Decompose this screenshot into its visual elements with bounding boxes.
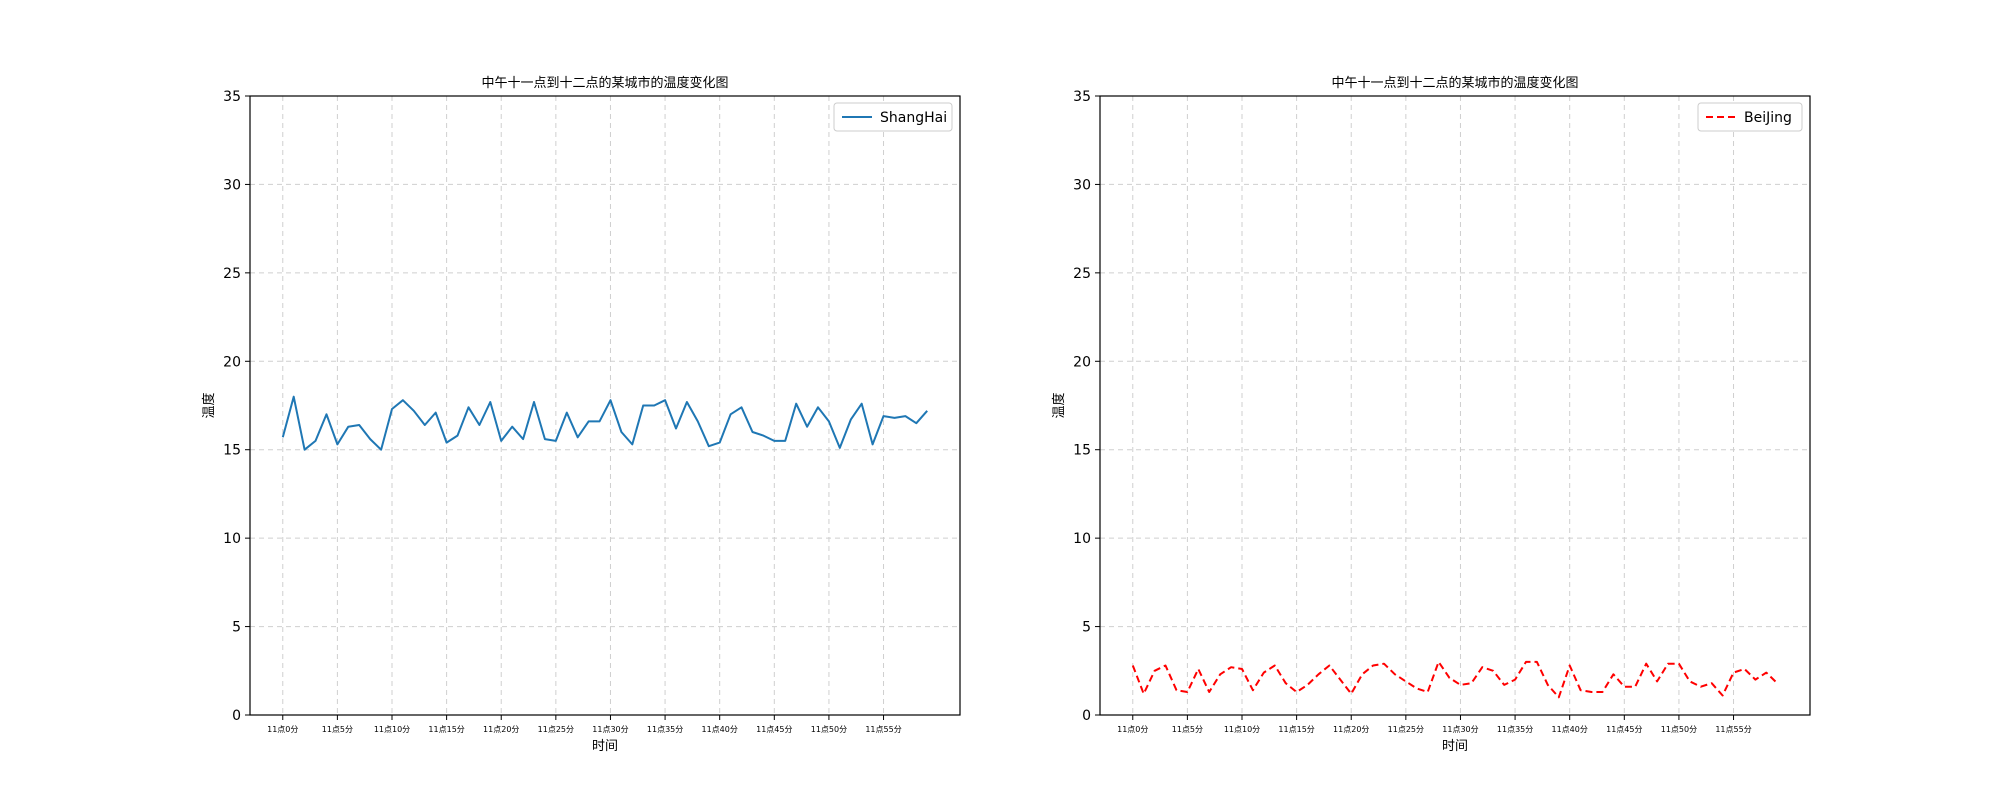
x-tick-label: 11点15分 bbox=[428, 725, 464, 734]
x-tick-label: 11点55分 bbox=[1715, 725, 1751, 734]
x-tick-label: 11点50分 bbox=[811, 725, 847, 734]
y-tick-label: 0 bbox=[232, 708, 241, 724]
x-tick-label: 11点40分 bbox=[1552, 725, 1588, 734]
x-tick-label: 11点35分 bbox=[1497, 725, 1533, 734]
legend: BeiJing bbox=[1697, 102, 1803, 132]
x-tick-label: 11点10分 bbox=[374, 725, 410, 734]
y-tick-label: 10 bbox=[223, 531, 241, 547]
x-tick-label: 11点50分 bbox=[1661, 725, 1697, 734]
x-tick-label: 11点20分 bbox=[483, 725, 519, 734]
y-tick-label: 5 bbox=[232, 620, 241, 636]
chart-panel-beijing: 中午十一点到十二点的某城市的温度变化图 时间 温度 BeiJing 11点0分 1… bbox=[1051, 75, 1811, 754]
legend-box bbox=[1697, 102, 1803, 132]
chart-title: 中午十一点到十二点的某城市的温度变化图 bbox=[481, 75, 728, 91]
y-tick-label: 30 bbox=[223, 177, 241, 193]
y-tick-label: 20 bbox=[223, 354, 241, 370]
y-tick-label: 20 bbox=[1073, 354, 1091, 370]
legend-box bbox=[833, 102, 953, 132]
x-tick-label: 11点40分 bbox=[702, 725, 738, 734]
y-tick-label: 35 bbox=[223, 89, 241, 105]
x-axis-label: 时间 bbox=[1442, 739, 1468, 754]
legend-label: BeiJing bbox=[1744, 110, 1792, 126]
y-axis-label: 温度 bbox=[201, 392, 217, 418]
x-tick-label: 11点0分 bbox=[267, 725, 298, 734]
gridlines bbox=[1100, 95, 1810, 716]
x-tick-label: 11点0分 bbox=[1117, 725, 1148, 734]
y-tick-label: 30 bbox=[1073, 177, 1091, 193]
series-line bbox=[281, 395, 928, 451]
x-tick-label: 11点45分 bbox=[1606, 725, 1642, 734]
x-tick-label: 11点35分 bbox=[647, 725, 683, 734]
axes-frame bbox=[1099, 95, 1811, 716]
series-line bbox=[1131, 660, 1778, 699]
gridlines bbox=[250, 95, 960, 716]
y-tick-label: 25 bbox=[1073, 266, 1091, 282]
y-tick-label: 0 bbox=[1082, 708, 1091, 724]
x-tick-label: 11点30分 bbox=[1442, 725, 1478, 734]
x-tick-label: 11点5分 bbox=[322, 725, 353, 734]
legend-label: ShangHai bbox=[880, 110, 947, 126]
y-tick-label: 15 bbox=[1073, 443, 1091, 459]
chart-title: 中午十一点到十二点的某城市的温度变化图 bbox=[1331, 75, 1578, 91]
chart-panel-shanghai: 中午十一点到十二点的某城市的温度变化图 时间 温度 ShangHai 11点0分… bbox=[201, 75, 961, 754]
axes-frame bbox=[249, 95, 961, 716]
y-tick-label: 5 bbox=[1082, 620, 1091, 636]
x-tick-label: 11点5分 bbox=[1172, 725, 1203, 734]
y-axis-label: 温度 bbox=[1051, 392, 1067, 418]
y-tick-label: 25 bbox=[223, 266, 241, 282]
x-tick-label: 11点55分 bbox=[865, 725, 901, 734]
x-axis-label: 时间 bbox=[592, 739, 618, 754]
legend: ShangHai bbox=[833, 102, 953, 132]
x-tick-label: 11点10分 bbox=[1224, 725, 1260, 734]
x-tick-label: 11点15分 bbox=[1278, 725, 1314, 734]
x-tick-label: 11点30分 bbox=[592, 725, 628, 734]
y-tick-label: 10 bbox=[1073, 531, 1091, 547]
x-tick-label: 11点25分 bbox=[538, 725, 574, 734]
x-tick-label: 11点25分 bbox=[1388, 725, 1424, 734]
x-tick-label: 11点20分 bbox=[1333, 725, 1369, 734]
y-tick-label: 15 bbox=[223, 443, 241, 459]
y-tick-label: 35 bbox=[1073, 89, 1091, 105]
x-tick-label: 11点45分 bbox=[756, 725, 792, 734]
